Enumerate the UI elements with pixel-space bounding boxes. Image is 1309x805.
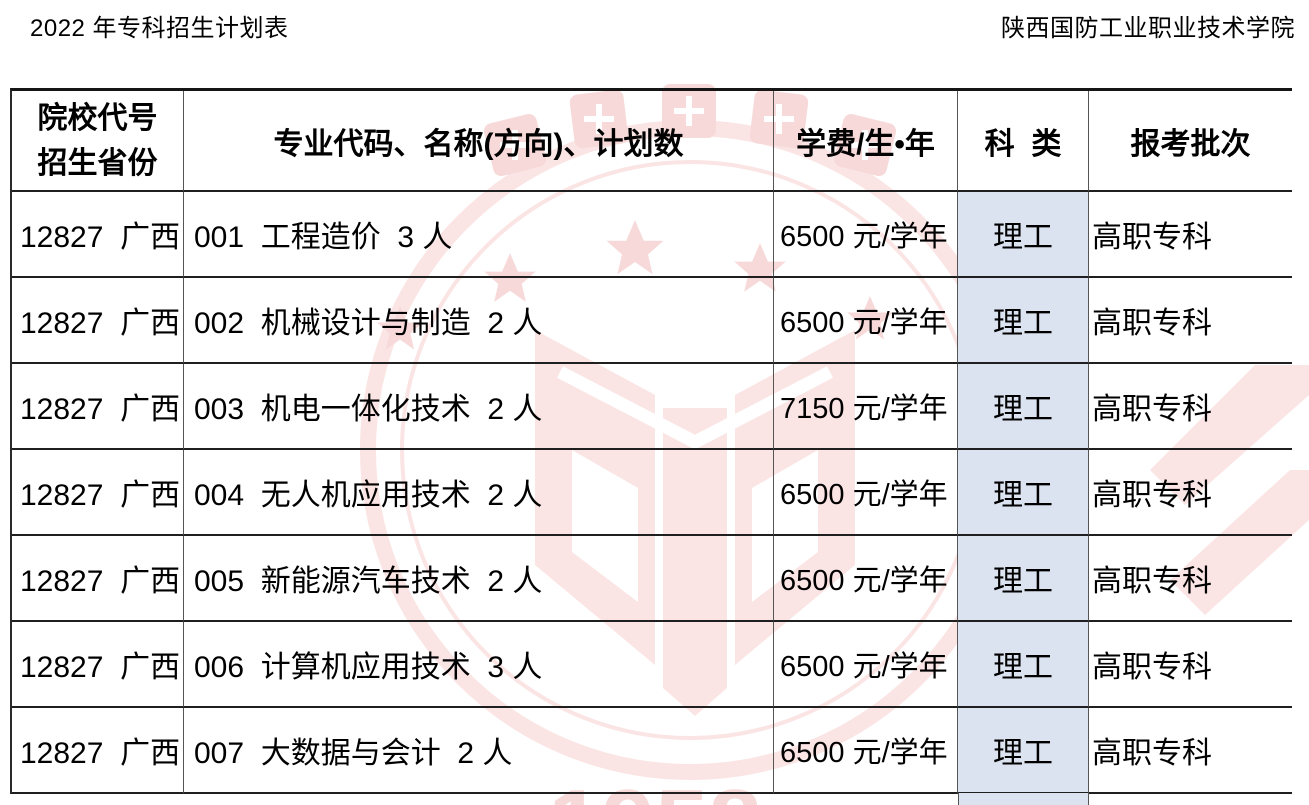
cell-tuition: 6500 元/学年 <box>774 536 958 622</box>
header-tuition: 学费/生•年 <box>774 91 958 192</box>
cell-batch: 高职专科 <box>1089 278 1292 364</box>
cell-category: 理工 <box>958 192 1089 278</box>
cell-code-province: 12827 广西 <box>12 192 184 278</box>
school-name: 陕西国防工业职业技术学院 <box>1001 15 1295 42</box>
cell-tuition: 6500 元/学年 <box>774 622 958 708</box>
cell-code-province: 12827 广西 <box>12 450 184 536</box>
cell-code-province: 12827 广西 <box>12 536 184 622</box>
header-province: 招生省份 <box>37 146 158 180</box>
cell-batch: 高职专科 <box>1089 364 1292 450</box>
header-school-code-province: 院校代号 招生省份 <box>12 91 184 192</box>
seal-chevrons <box>1150 365 1309 615</box>
cell-major: 007 大数据与会计 2 人 <box>184 708 774 794</box>
seal-year: 1958 <box>548 770 762 805</box>
cell-batch: 高职专科 <box>1089 450 1292 536</box>
header-batch: 报考批次 <box>1089 91 1292 192</box>
header-major: 专业代码、名称(方向)、计划数 <box>184 91 774 192</box>
cell-code-province: 12827 广西 <box>12 708 184 794</box>
cell-batch: 高职专科 <box>1089 622 1292 708</box>
cell-category: 理工 <box>958 450 1089 536</box>
cell-category: 理工 <box>958 278 1089 364</box>
page-title: 2022 年专科招生计划表 <box>30 15 289 42</box>
header-school-code: 院校代号 <box>37 101 158 135</box>
cell-code-province: 12827 广西 <box>12 364 184 450</box>
cell-code-province: 12827 广西 <box>12 622 184 708</box>
partial-next-row-category-cell <box>958 793 1089 805</box>
cell-batch: 高职专科 <box>1089 536 1292 622</box>
cell-tuition: 6500 元/学年 <box>774 278 958 364</box>
cell-category: 理工 <box>958 622 1089 708</box>
cell-category: 理工 <box>958 708 1089 794</box>
cell-major: 002 机械设计与制造 2 人 <box>184 278 774 364</box>
cell-category: 理工 <box>958 364 1089 450</box>
cell-tuition: 6500 元/学年 <box>774 450 958 536</box>
seal-emblem <box>535 330 855 716</box>
cell-tuition: 6500 元/学年 <box>774 708 958 794</box>
cell-major: 006 计算机应用技术 3 人 <box>184 622 774 708</box>
seal-ring-text <box>483 84 897 177</box>
cell-major: 005 新能源汽车技术 2 人 <box>184 536 774 622</box>
cell-tuition: 6500 元/学年 <box>774 192 958 278</box>
cell-batch: 高职专科 <box>1089 708 1292 794</box>
cell-major: 001 工程造价 3 人 <box>184 192 774 278</box>
admission-plan-table: 院校代号 招生省份 专业代码、名称(方向)、计划数 学费/生•年 科 类 报考批… <box>10 88 1292 794</box>
cell-major: 004 无人机应用技术 2 人 <box>184 450 774 536</box>
cell-code-province: 12827 广西 <box>12 278 184 364</box>
cell-category: 理工 <box>958 536 1089 622</box>
cell-batch: 高职专科 <box>1089 192 1292 278</box>
titlebar: 2022 年专科招生计划表 陕西国防工业职业技术学院 <box>0 0 1309 50</box>
header-category: 科 类 <box>958 91 1089 192</box>
cell-tuition: 7150 元/学年 <box>774 364 958 450</box>
cell-major: 003 机电一体化技术 2 人 <box>184 364 774 450</box>
